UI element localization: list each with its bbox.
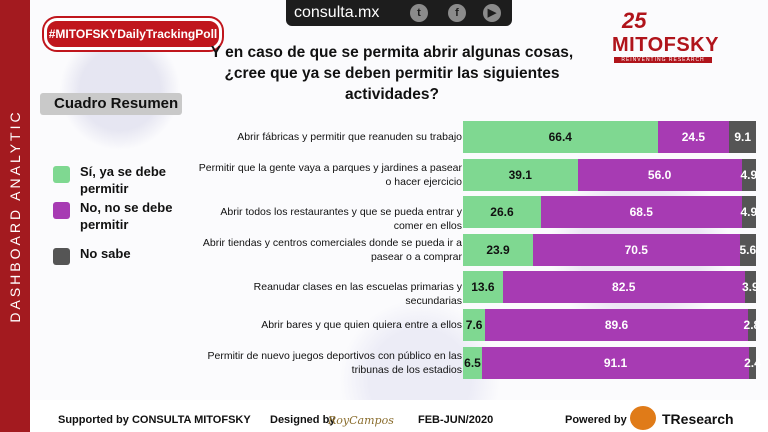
logo-tagline: REINVENTING RESEARCH [614,57,712,63]
data-label: 13.6 [471,280,495,295]
youtube-icon[interactable]: ▶ [483,4,501,22]
bar-segment-no [540,196,742,229]
legend-label: No, no se debe permitir [80,200,173,232]
bar-segment-no [482,346,749,379]
bar-segment-si [463,196,541,229]
category-label: Reanudar clases en las escuelas primaria… [253,281,462,308]
data-label: 91.1 [603,355,628,370]
data-label: 9.1 [734,130,751,144]
footer-period: FEB-JUN/2020 [418,414,494,426]
bar-segment-no-sabe [729,121,756,153]
bar-segment-no-sabe [741,196,756,229]
data-label: 6.5 [464,355,481,370]
bar-segment-no-sabe [744,271,756,304]
bar-segment-si [463,309,486,341]
category-label: Permitir que la gente vaya a parques y j… [198,161,462,188]
footer-powered: Powered by [565,414,627,426]
summary-label: Cuadro Resumen [40,93,182,115]
bar-segment-si [463,121,658,153]
twitter-icon[interactable]: t [410,4,428,22]
bar-segment-no [485,309,748,341]
bar-segment-no-sabe [741,158,756,191]
page-title: Y en caso de que se permita abrir alguna… [182,42,602,105]
bar-segment-no [657,121,730,153]
legend-swatch [53,166,70,183]
side-banner: DASHBOARD ANALYTIC [0,0,30,432]
data-label: 4.9 [740,205,758,220]
tresearch-logo-icon [630,406,656,430]
data-label: 24.5 [681,130,706,144]
data-label: 89.6 [604,318,629,332]
category-label: Abrir fábricas y permitir que reanuden s… [237,131,462,143]
category-label: Abrir tiendas y centros comerciales dond… [202,236,462,263]
footer-supported: Supported by CONSULTA MITOFSKY [58,414,251,426]
title-line-1: Y en caso de que se permita abrir alguna… [210,44,574,61]
bar-segment-si [463,233,534,266]
side-label: DASHBOARD ANALYTIC [7,109,23,323]
data-label: 4.9 [740,167,758,182]
bar-segment-no-sabe [747,309,756,341]
bar-segment-no [533,233,740,266]
bar-segment-no-sabe [739,233,756,266]
data-label: 39.1 [508,167,532,182]
data-label: 56.0 [647,167,672,182]
title-line-2: ¿cree que ya se deben permitir las sigui… [224,65,560,103]
footer: Supported by CONSULTA MITOFSKY Designed … [30,400,768,432]
logo-name: MITOFSKY [612,34,719,56]
footer-designed: Designed by [270,414,336,426]
data-label: 3.9 [741,280,759,295]
footer-designer-signature: RoyCampos [328,414,394,427]
data-label: 68.5 [629,205,653,220]
bar-segment-no-sabe [748,346,756,379]
legend-swatch [53,248,70,265]
footer-powered-brand: TResearch [662,411,734,427]
facebook-icon[interactable]: f [448,4,466,22]
legend-swatch [53,202,70,219]
data-label: 2.4 [744,355,761,370]
bar-segment-si [463,158,578,191]
site-link[interactable]: consulta.mx [294,4,380,21]
top-bar: consulta.mx t f ▶ [286,0,512,26]
category-label: Abrir bares y que quien quiera entre a e… [261,319,462,331]
data-label: 82.5 [612,280,636,295]
bar-segment-si [463,346,483,379]
logo-anniversary: 25 [622,8,647,33]
bar-segment-si [463,271,503,304]
data-label: 26.6 [490,205,514,220]
legend-label: Sí, ya se debe permitir [80,164,166,196]
data-label: 23.9 [486,242,510,257]
data-label: 70.5 [624,242,648,257]
bar-segment-no [502,271,745,304]
data-label: 66.4 [548,130,572,144]
mitofsky-logo: 25 MITOFSKY REINVENTING RESEARCH [612,8,719,64]
legend-label: No sabe [80,246,131,261]
bar-segment-no [577,158,742,191]
data-label: 7.6 [465,318,483,332]
category-label: Abrir todos los restaurantes y que se pu… [220,206,462,233]
hashtag-badge: #MITOFSKYDailyTrackingPoll [44,18,222,50]
data-label: 5.6 [739,242,757,257]
data-label: 2.8 [743,318,761,332]
category-label: Permitir de nuevo juegos deportivos con … [207,349,462,376]
